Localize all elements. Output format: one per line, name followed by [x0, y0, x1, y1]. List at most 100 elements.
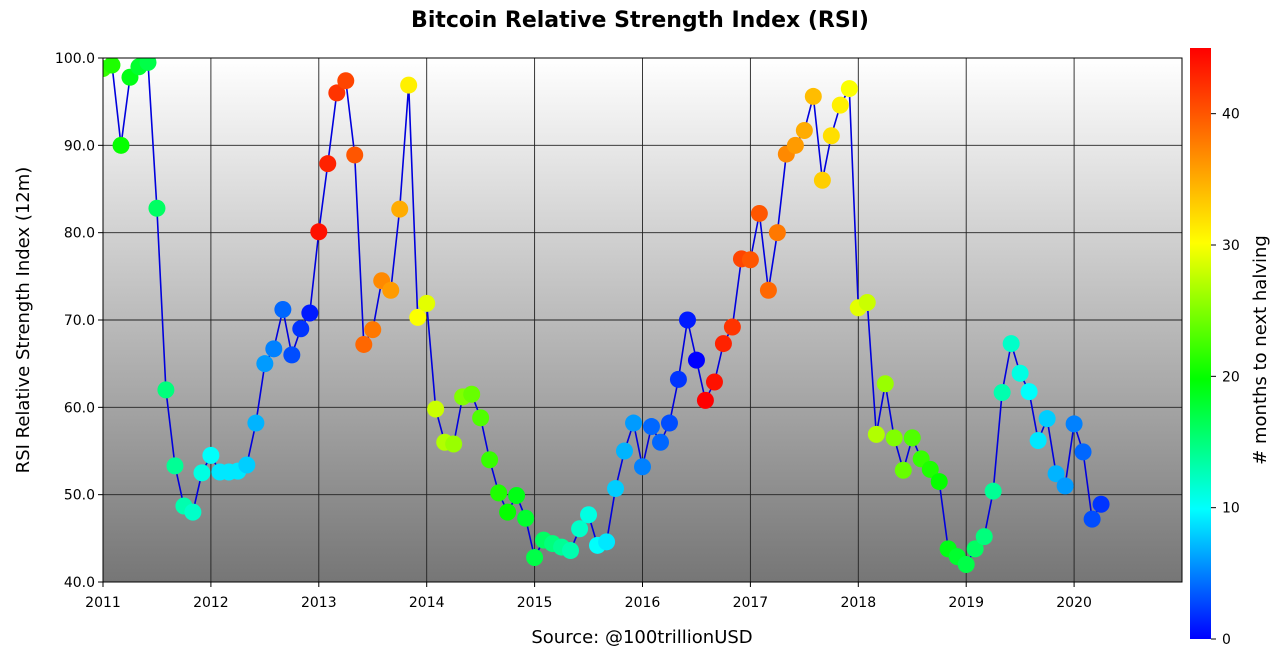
- data-point: [247, 414, 265, 432]
- data-point: [795, 121, 813, 139]
- data-point: [660, 414, 678, 432]
- data-point: [607, 480, 625, 498]
- data-point: [669, 370, 687, 388]
- y-tick-label: 60.0: [64, 400, 95, 416]
- data-point: [1092, 495, 1110, 513]
- data-point: [364, 321, 382, 339]
- data-point: [301, 304, 319, 322]
- data-point: [409, 308, 427, 326]
- data-point: [723, 318, 741, 336]
- data-point: [148, 199, 166, 217]
- data-point: [634, 458, 651, 476]
- x-axis-label: Source: @100trillionUSD: [531, 627, 752, 648]
- data-point: [103, 58, 121, 74]
- data-point: [687, 351, 705, 369]
- data-point: [328, 84, 346, 102]
- plot-frame: [102, 57, 1183, 583]
- x-tick-label: 2014: [409, 595, 445, 611]
- data-point: [445, 435, 463, 453]
- data-point: [418, 294, 436, 312]
- data-point: [1074, 443, 1092, 461]
- colorbar-tick-label: 20: [1222, 369, 1240, 385]
- y-axis-label: RSI Relative Strength Index (12m): [13, 167, 34, 474]
- data-point: [759, 281, 777, 299]
- data-point: [625, 414, 643, 432]
- data-point: [112, 136, 130, 154]
- data-point: [571, 520, 589, 538]
- data-point: [184, 503, 202, 521]
- data-point: [813, 171, 831, 189]
- x-tick-label: 2020: [1056, 595, 1092, 611]
- data-point: [382, 281, 400, 299]
- data-point: [517, 509, 535, 527]
- data-point: [1002, 335, 1020, 353]
- data-point: [256, 355, 274, 373]
- x-tick-label: 2018: [840, 595, 876, 611]
- data-point: [1011, 364, 1029, 382]
- x-tick-label: 2012: [193, 595, 229, 611]
- data-point: [337, 72, 355, 90]
- data-point: [615, 442, 633, 460]
- data-point: [984, 482, 1002, 500]
- data-point: [678, 311, 696, 329]
- data-point: [804, 87, 822, 105]
- data-point: [598, 533, 616, 551]
- data-point: [705, 373, 723, 391]
- colorbar-tick-label: 10: [1222, 501, 1240, 517]
- data-point: [750, 204, 768, 222]
- data-point: [193, 464, 211, 482]
- data-point: [894, 461, 912, 479]
- colorbar-label: # months to next halving: [1250, 235, 1271, 465]
- data-point: [1056, 477, 1074, 495]
- data-point: [957, 556, 975, 574]
- rsi-data-points: [103, 58, 1110, 574]
- data-point: [490, 484, 508, 502]
- data-point: [876, 375, 894, 393]
- data-point: [472, 409, 490, 427]
- data-point: [642, 418, 660, 436]
- data-point: [858, 294, 876, 312]
- y-tick-label: 100.0: [55, 51, 95, 67]
- y-tick-label: 90.0: [64, 138, 95, 154]
- colorbar: [1190, 48, 1211, 639]
- data-point: [1029, 432, 1047, 450]
- x-tick-label: 2011: [85, 595, 121, 611]
- data-point: [580, 506, 598, 524]
- x-tick-label: 2019: [948, 595, 984, 611]
- data-point: [139, 58, 157, 71]
- data-point: [930, 473, 948, 491]
- x-tick-label: 2016: [625, 595, 661, 611]
- data-point: [283, 346, 301, 364]
- data-point: [355, 335, 373, 353]
- data-point: [1083, 510, 1101, 528]
- x-tick-label: 2013: [301, 595, 337, 611]
- data-point: [903, 429, 921, 447]
- x-tick-label: 2017: [733, 595, 769, 611]
- colorbar-tick-label: 30: [1222, 238, 1240, 254]
- data-point: [238, 456, 256, 474]
- data-point: [652, 433, 670, 451]
- y-axis-ticks: 40.0 50.0 60.0 70.0 80.0 90.0 100.0: [55, 51, 103, 591]
- data-point: [993, 383, 1011, 401]
- y-tick-label: 40.0: [64, 575, 95, 591]
- data-point: [391, 200, 409, 218]
- data-point: [166, 457, 184, 475]
- x-axis-ticks: 2011 2012 2013 2014 2015 2016 2017 2018 2019 2020: [85, 582, 1092, 611]
- data-point: [319, 155, 337, 173]
- data-point: [508, 487, 526, 505]
- data-point: [768, 224, 786, 242]
- colorbar-ticks: 0 10 20 30 40: [1211, 107, 1240, 648]
- data-point: [157, 381, 175, 399]
- data-point: [966, 540, 984, 558]
- chart-title: Bitcoin Relative Strength Index (RSI): [411, 8, 869, 33]
- data-point: [840, 80, 858, 98]
- data-point: [1065, 415, 1083, 433]
- data-point: [921, 460, 939, 478]
- data-point: [696, 391, 714, 409]
- data-point: [346, 146, 364, 164]
- data-point: [1038, 410, 1056, 428]
- x-tick-label: 2015: [517, 595, 553, 611]
- data-point: [1020, 383, 1038, 401]
- data-point: [1047, 465, 1065, 483]
